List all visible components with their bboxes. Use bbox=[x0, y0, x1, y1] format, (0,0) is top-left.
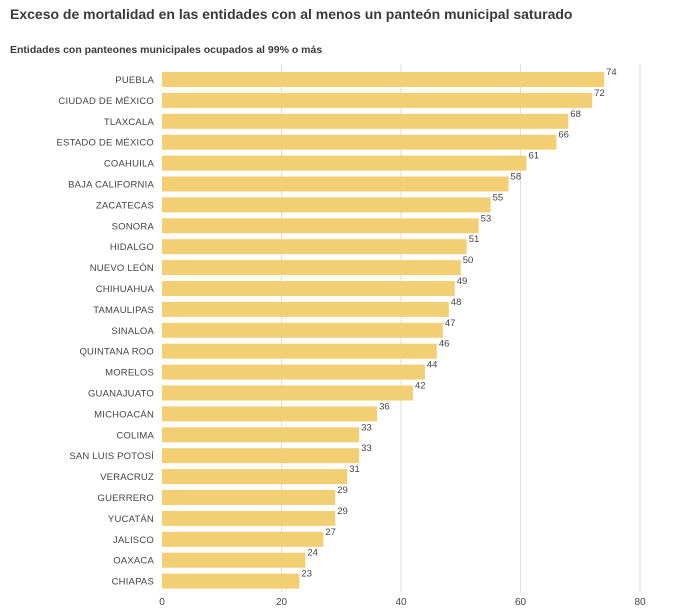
chart-title: Exceso de mortalidad en las entidades co… bbox=[10, 6, 573, 22]
value-label: 55 bbox=[493, 192, 504, 203]
category-label: MICHOACÁN bbox=[94, 409, 154, 420]
category-label: JALISCO bbox=[113, 535, 154, 546]
bar bbox=[162, 448, 360, 464]
value-label: 50 bbox=[463, 255, 474, 266]
category-label: PUEBLA bbox=[115, 75, 154, 86]
value-label: 51 bbox=[469, 234, 480, 245]
value-label: 61 bbox=[528, 151, 539, 162]
category-label: NUEVO LEÓN bbox=[90, 263, 154, 274]
bar bbox=[162, 552, 306, 568]
bar bbox=[162, 155, 527, 171]
value-label: 33 bbox=[361, 443, 372, 454]
bar bbox=[162, 427, 360, 443]
bar bbox=[162, 531, 324, 547]
bar bbox=[162, 72, 605, 87]
value-label: 66 bbox=[558, 130, 569, 141]
bar bbox=[162, 364, 425, 380]
category-label: QUINTANA ROO bbox=[79, 347, 154, 358]
value-label: 74 bbox=[606, 67, 617, 78]
category-label: COLIMA bbox=[116, 430, 154, 441]
value-label: 33 bbox=[361, 422, 372, 433]
bar bbox=[162, 281, 455, 296]
category-label: HIDALGO bbox=[110, 242, 154, 253]
category-label: OAXACA bbox=[113, 556, 154, 567]
value-label: 47 bbox=[445, 318, 456, 329]
value-label: 29 bbox=[337, 506, 348, 517]
x-tick-label: 20 bbox=[276, 597, 288, 608]
value-label: 53 bbox=[481, 213, 492, 224]
value-label: 46 bbox=[439, 339, 450, 350]
category-label: TLAXCALA bbox=[104, 117, 155, 128]
category-label: CHIAPAS bbox=[112, 577, 154, 588]
bar bbox=[162, 343, 437, 359]
bar bbox=[162, 218, 479, 234]
category-label: YUCATÁN bbox=[108, 514, 154, 525]
value-label: 23 bbox=[301, 569, 312, 580]
bar bbox=[162, 510, 336, 526]
value-label: 24 bbox=[307, 548, 318, 559]
value-labels: 7472686661585553515049484746444236333331… bbox=[301, 67, 616, 580]
category-label: COAHUILA bbox=[104, 159, 155, 170]
category-label: MORELOS bbox=[105, 368, 154, 379]
category-label: CHIHUAHUA bbox=[96, 284, 155, 295]
category-label: SINALOA bbox=[111, 326, 154, 337]
bar bbox=[162, 490, 336, 505]
category-labels: PUEBLA CIUDAD DE MÉXICO TLAXCALA ESTADO DE … bbox=[56, 75, 154, 588]
value-label: 31 bbox=[349, 464, 360, 475]
chart-subtitle: Entidades con panteones municipales ocup… bbox=[10, 44, 323, 56]
bar bbox=[162, 239, 467, 255]
bar bbox=[162, 301, 449, 317]
bar bbox=[162, 322, 443, 338]
value-label: 27 bbox=[325, 527, 336, 538]
x-tick-label: 80 bbox=[634, 597, 646, 608]
bar bbox=[162, 385, 413, 401]
bar bbox=[162, 113, 569, 129]
category-label: GUANAJUATO bbox=[88, 389, 154, 400]
category-label: TAMAULIPAS bbox=[93, 305, 154, 316]
bar bbox=[162, 469, 348, 485]
category-label: VERACRUZ bbox=[100, 472, 154, 483]
value-label: 36 bbox=[379, 401, 390, 412]
category-label: GUERRERO bbox=[98, 493, 155, 504]
bar bbox=[162, 197, 491, 213]
value-label: 58 bbox=[511, 172, 522, 183]
value-label: 29 bbox=[337, 485, 348, 496]
value-label: 72 bbox=[594, 88, 605, 99]
bar bbox=[162, 573, 300, 589]
value-label: 68 bbox=[570, 109, 581, 120]
x-tick-label: 40 bbox=[395, 597, 407, 608]
category-label: CIUDAD DE MÉXICO bbox=[58, 96, 154, 107]
category-label: SONORA bbox=[112, 221, 155, 232]
value-label: 44 bbox=[427, 360, 438, 371]
bar bbox=[162, 406, 378, 422]
bar bbox=[162, 134, 557, 150]
bar bbox=[162, 260, 461, 276]
x-tick-label: 0 bbox=[159, 597, 165, 608]
category-label: ZACATECAS bbox=[96, 200, 154, 211]
category-label: BAJA CALIFORNIA bbox=[68, 180, 154, 191]
value-label: 42 bbox=[415, 381, 426, 392]
bar bbox=[162, 92, 593, 108]
x-axis-ticks: 0 20 40 60 80 bbox=[159, 597, 646, 608]
category-label: ESTADO DE MÉXICO bbox=[56, 138, 154, 149]
category-label: SAN LUIS POTOSÍ bbox=[69, 451, 154, 462]
value-label: 48 bbox=[451, 297, 462, 308]
x-tick-label: 60 bbox=[515, 597, 527, 608]
value-label: 49 bbox=[457, 276, 468, 287]
bar bbox=[162, 176, 509, 192]
bars bbox=[162, 72, 605, 589]
